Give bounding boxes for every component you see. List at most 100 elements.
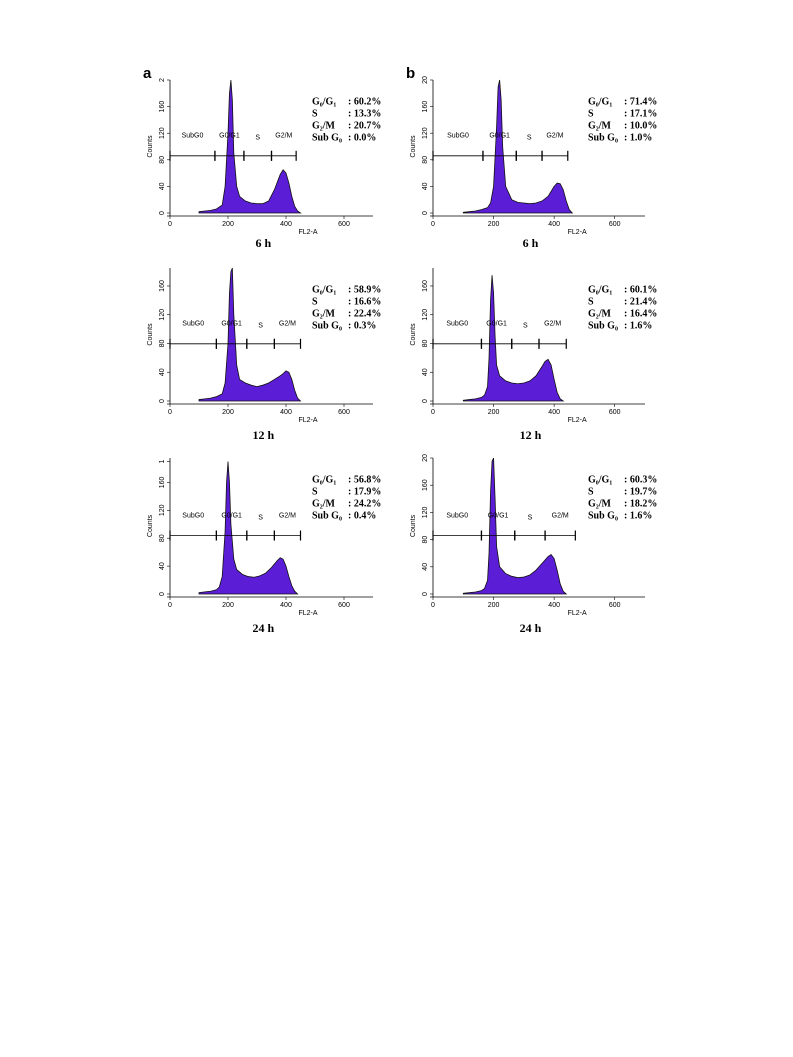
- y-tick-label: 20: [422, 76, 429, 84]
- y-tick-label: 80: [422, 339, 429, 347]
- gate-label: G0/G1: [488, 512, 509, 519]
- x-tick-label: 600: [338, 221, 350, 228]
- time-label: 24 h: [253, 621, 275, 635]
- stat-value: : 17.9%: [348, 486, 381, 497]
- x-tick-label: 600: [609, 602, 621, 609]
- x-tick-label: 0: [168, 409, 172, 416]
- stat-value: : 0.3%: [348, 320, 376, 331]
- x-tick-label: 600: [609, 409, 621, 416]
- x-axis-label: FL2-A: [299, 610, 318, 617]
- x-tick-label: 600: [609, 221, 621, 228]
- y-tick-label: 40: [159, 182, 166, 190]
- gate-label: G0/G1: [489, 133, 510, 140]
- y-tick-label: 0: [159, 592, 166, 596]
- x-axis-label: FL2-A: [568, 229, 587, 236]
- stat-value: : 19.7%: [624, 486, 657, 497]
- stat-label: G₀/G₁: [588, 474, 612, 485]
- stat-label: G₀/G₁: [588, 284, 612, 295]
- y-tick-label: 160: [422, 280, 429, 292]
- y-tick-label: 120: [159, 504, 166, 516]
- gate-label: SubG0: [182, 321, 204, 328]
- histogram: [198, 79, 302, 214]
- y-tick-label: 80: [159, 156, 166, 164]
- stat-label: Sub G₀: [588, 132, 618, 143]
- time-label: 12 h: [253, 428, 275, 442]
- stat-label: G₂/M: [312, 308, 336, 319]
- x-tick-label: 0: [431, 602, 435, 609]
- y-axis-label: Counts: [147, 135, 154, 158]
- gate-label: S: [258, 514, 263, 521]
- x-tick-label: 200: [488, 602, 500, 609]
- x-axis-label: FL2-A: [568, 610, 587, 617]
- stat-value: : 17.1%: [624, 108, 657, 119]
- stat-label: S: [588, 108, 594, 119]
- gate-label: G2/M: [275, 133, 292, 140]
- stat-value: : 1.6%: [624, 320, 652, 331]
- x-tick-label: 200: [222, 221, 234, 228]
- stat-value: : 1.6%: [624, 510, 652, 521]
- x-tick-label: 200: [488, 409, 500, 416]
- stat-value: : 60.3%: [624, 474, 657, 485]
- stat-label: G₂/M: [312, 498, 336, 509]
- stat-value: : 1.0%: [624, 132, 652, 143]
- gate-label: SubG0: [446, 512, 468, 519]
- x-tick-label: 0: [431, 221, 435, 228]
- stat-value: : 16.6%: [348, 296, 381, 307]
- stat-label: Sub G₀: [312, 132, 342, 143]
- stat-value: : 18.2%: [624, 498, 657, 509]
- stat-label: G₀/G₁: [312, 474, 336, 485]
- x-tick-label: 400: [280, 602, 292, 609]
- x-tick-label: 600: [338, 602, 350, 609]
- stat-value: : 60.2%: [348, 96, 381, 107]
- y-tick-label: 80: [422, 536, 429, 544]
- stat-value: : 24.2%: [348, 498, 381, 509]
- stat-label: Sub G₀: [588, 320, 618, 331]
- stat-value: : 10.0%: [624, 120, 657, 131]
- time-label: 6 h: [523, 236, 539, 250]
- y-tick-label: 80: [422, 156, 429, 164]
- stat-value: : 58.9%: [348, 284, 381, 295]
- y-tick-label: 40: [159, 562, 166, 570]
- y-tick-label: 0: [422, 399, 429, 403]
- y-tick-label: 0: [422, 211, 429, 215]
- x-tick-label: 0: [431, 409, 435, 416]
- stat-label: G₂/M: [588, 308, 612, 319]
- y-tick-label: 120: [159, 309, 166, 321]
- stat-label: S: [312, 296, 318, 307]
- stat-value: : 13.3%: [348, 108, 381, 119]
- y-tick-label: 80: [159, 534, 166, 542]
- gate-label: SubG0: [446, 321, 468, 328]
- gate-label: S: [255, 135, 260, 142]
- gate-label: SubG0: [447, 133, 469, 140]
- histogram: [462, 275, 565, 402]
- y-tick-label: 40: [422, 368, 429, 376]
- x-tick-label: 400: [280, 409, 292, 416]
- y-tick-label: 160: [422, 479, 429, 491]
- y-axis-label: Counts: [147, 323, 154, 346]
- time-label: 24 h: [520, 621, 542, 635]
- stat-label: G₂/M: [588, 498, 612, 509]
- stat-value: : 56.8%: [348, 474, 381, 485]
- x-axis-label: FL2-A: [299, 229, 318, 236]
- panel-label: a: [143, 65, 152, 82]
- x-tick-label: 400: [548, 602, 560, 609]
- gate-label: G2/M: [279, 512, 296, 519]
- stat-label: Sub G₀: [312, 320, 342, 331]
- y-tick-label: 1: [159, 459, 166, 463]
- gate-label: S: [528, 514, 533, 521]
- x-tick-label: 200: [222, 602, 234, 609]
- gate-label: G2/M: [544, 321, 561, 328]
- histogram: [198, 267, 302, 402]
- time-label: 12 h: [520, 428, 542, 442]
- y-tick-label: 0: [422, 592, 429, 596]
- y-tick-label: 160: [159, 280, 166, 292]
- y-tick-label: 80: [159, 339, 166, 347]
- stat-label: S: [312, 108, 318, 119]
- y-tick-label: 120: [159, 127, 166, 139]
- time-label: 6 h: [256, 236, 272, 250]
- stat-label: G₂/M: [588, 120, 612, 131]
- gate-label: G2/M: [546, 133, 563, 140]
- stat-label: S: [588, 296, 594, 307]
- stat-label: G₀/G₁: [588, 96, 612, 107]
- y-axis-label: Counts: [410, 514, 417, 537]
